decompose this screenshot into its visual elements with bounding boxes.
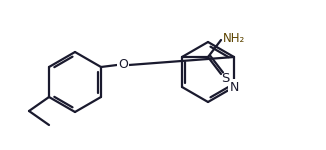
Text: O: O: [118, 57, 128, 70]
Text: N: N: [229, 81, 239, 93]
Text: NH₂: NH₂: [223, 32, 245, 45]
Text: S: S: [221, 72, 229, 84]
